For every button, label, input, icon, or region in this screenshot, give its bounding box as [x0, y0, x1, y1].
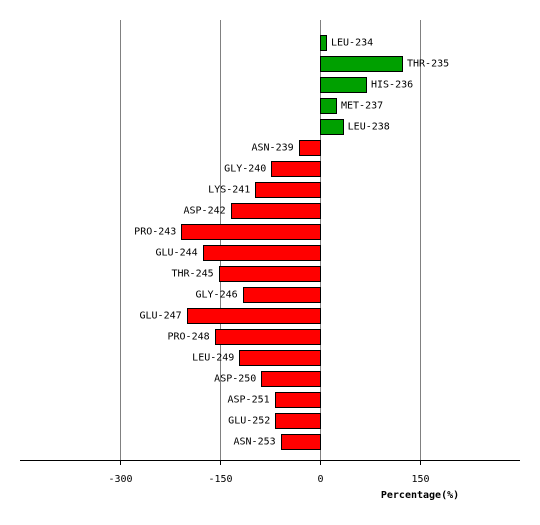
- bar-glu-247: [187, 308, 321, 324]
- bar-his-236: [320, 77, 367, 93]
- bar-asp-242: [231, 203, 321, 219]
- bar-asp-250: [261, 371, 321, 387]
- bar-asp-251: [275, 392, 321, 408]
- bar-label-leu-238: LEU-238: [348, 122, 390, 133]
- bar-lys-241: [255, 182, 321, 198]
- bar-label-thr-235: THR-235: [407, 59, 449, 70]
- bar-label-pro-248: PRO-248: [168, 332, 210, 343]
- bar-labels: LEU-234 THR-235 HIS-236 MET-237 LEU-238 ASN-2…: [134, 38, 449, 448]
- bar-label-asp-251: ASP-251: [228, 395, 270, 406]
- bars: [181, 35, 403, 450]
- bar-leu-249: [239, 350, 321, 366]
- bar-leu-234: [320, 35, 327, 51]
- bar-thr-245: [219, 266, 321, 282]
- bar-label-asn-253: ASN-253: [234, 437, 276, 448]
- bar-label-pro-243: PRO-243: [134, 227, 176, 238]
- x-tick-label: -150: [208, 474, 232, 485]
- bar-label-lys-241: LYS-241: [208, 185, 250, 196]
- bar-pro-248: [215, 329, 321, 345]
- bar-pro-243: [181, 224, 321, 240]
- bar-glu-244: [203, 245, 321, 261]
- bar-label-glu-244: GLU-244: [156, 248, 198, 259]
- bar-label-met-237: MET-237: [341, 101, 383, 112]
- bar-thr-235: [320, 56, 403, 72]
- x-tick-label: 0: [317, 474, 323, 485]
- bar-label-his-236: HIS-236: [371, 80, 413, 91]
- bar-gly-240: [271, 161, 321, 177]
- bar-asn-253: [281, 434, 321, 450]
- bar-label-asn-239: ASN-239: [252, 143, 294, 154]
- bar-leu-238: [320, 119, 344, 135]
- bar-label-thr-245: THR-245: [172, 269, 214, 280]
- x-axis-title: Percentage(%): [381, 490, 459, 501]
- x-tick-label: 150: [411, 474, 429, 485]
- bar-gly-246: [243, 287, 321, 303]
- bar-label-glu-252: GLU-252: [228, 416, 270, 427]
- x-tick-label: -300: [108, 474, 132, 485]
- bar-label-gly-240: GLY-240: [224, 164, 266, 175]
- bar-met-237: [320, 98, 337, 114]
- bar-label-leu-249: LEU-249: [192, 353, 234, 364]
- x-axis-ticks: -300 -150 0 150: [108, 460, 430, 485]
- bar-label-glu-247: GLU-247: [140, 311, 182, 322]
- bar-label-asp-250: ASP-250: [214, 374, 256, 385]
- bar-glu-252: [275, 413, 321, 429]
- bar-label-gly-246: GLY-246: [196, 290, 238, 301]
- bar-label-asp-242: ASP-242: [184, 206, 226, 217]
- bar-label-leu-234: LEU-234: [331, 38, 373, 49]
- bar-asn-239: [299, 140, 321, 156]
